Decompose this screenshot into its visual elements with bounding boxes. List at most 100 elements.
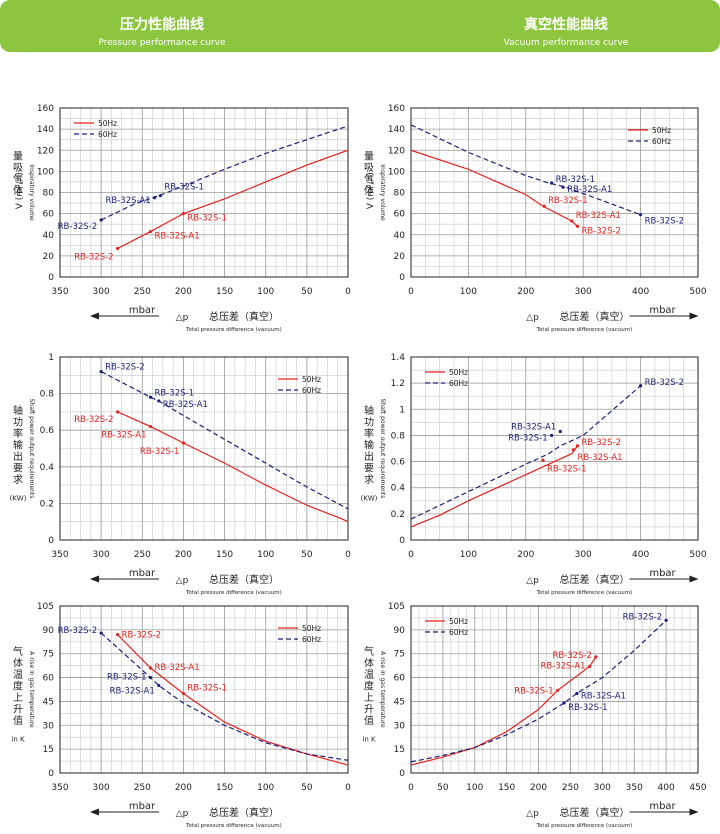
x-axis-direction-arrow: mbar: [90, 801, 159, 816]
model-label: RB-32S-A1: [110, 687, 155, 697]
x-tick-label: 400: [658, 783, 675, 793]
data-point-marker: [157, 683, 161, 688]
data-point-marker: [562, 701, 566, 705]
data-point-marker: [148, 424, 153, 429]
y-tick-label: 160: [37, 104, 54, 114]
data-point-marker: [542, 204, 546, 208]
x-tick-label: 400: [632, 287, 649, 297]
y-tick-label: 1: [48, 353, 54, 363]
y-axis-title-en: Inspiratory volume: [379, 164, 386, 221]
legend-label-60hz: 60Hz: [302, 635, 321, 644]
x-tick-label: 200: [530, 783, 547, 793]
y-axis-title-char: 体: [13, 185, 23, 197]
y-tick-label: 60: [394, 210, 406, 220]
x-tick-label: 500: [689, 550, 706, 560]
x-tick-label: 100: [257, 783, 274, 793]
data-point-marker: [148, 675, 153, 680]
y-tick-label: 15: [394, 745, 405, 755]
series-line-60Hz: [100, 632, 349, 761]
data-point-marker: [639, 213, 643, 217]
y-axis-title-char: 体: [364, 658, 374, 670]
y-tick-label: 100: [37, 167, 54, 177]
model-label: RB-32S-A1: [163, 400, 208, 410]
x-axis-title-en: Total pressure difference (vacuum): [536, 327, 633, 333]
x-tick-label: 300: [575, 287, 592, 297]
data-point-marker: [664, 618, 668, 622]
x-tick-label: 0: [345, 550, 351, 560]
y-tick-label: 0: [399, 273, 405, 283]
y-axis-title-char: 量: [13, 150, 23, 162]
delta-p-label: △p: [176, 809, 189, 819]
plot-frame: [59, 605, 349, 774]
x-tick-label: 50: [437, 783, 449, 793]
x-tick-label: 200: [517, 287, 534, 297]
x-tick-label: 50: [301, 550, 313, 560]
data-point-marker: [587, 664, 592, 669]
chart-vacuum-temp: 0 50 100 150 200 250 300 350 400 450 0 15 30 45 60 75 90…: [362, 602, 706, 829]
data-point-marker: [575, 691, 579, 696]
legend: 50Hz 60Hz: [74, 119, 117, 139]
legend-label-50hz: 50Hz: [98, 119, 117, 128]
model-label: RB-32S-1: [187, 214, 227, 224]
arrow-head: [90, 312, 99, 320]
model-label: RB-32S-A1: [576, 211, 621, 221]
x-tick-label: 100: [257, 550, 274, 560]
y-axis-title-char: 功: [364, 417, 374, 429]
legend-label-60hz: 60Hz: [98, 130, 117, 139]
model-label: RB-32S-2: [645, 217, 685, 227]
data-point-marker: [561, 185, 565, 189]
y-tick-label: 0.4: [391, 484, 406, 494]
x-tick-label: 0: [408, 783, 414, 793]
mbar-label: mbar: [129, 801, 156, 812]
y-axis-title-en: Shaft power output requirements: [379, 399, 386, 499]
y-axis-title-char: 率: [13, 427, 23, 440]
y-axis-title-en: A rise in gas temperature: [28, 651, 35, 728]
arrow-head: [90, 575, 99, 583]
delta-p-label: △p: [526, 809, 539, 819]
x-tick-label: 250: [562, 783, 579, 793]
y-axis-title-char: 体: [364, 185, 374, 197]
data-point-marker: [556, 688, 560, 692]
x-tick-label: 250: [134, 287, 151, 297]
model-label: RB-32S-1: [140, 447, 180, 457]
y-axis-title-char: 温: [13, 669, 23, 681]
y-axis-title-char: 气: [364, 172, 374, 185]
chart-vacuum-volume: 0 100 200 300 400 500 0 20 40 60 80 100 120 140 160 量吸气…: [364, 104, 707, 333]
x-axis-title-en: Total pressure difference (vacuum): [185, 590, 282, 596]
y-tick-label: 30: [394, 721, 406, 731]
y-tick-label: 0.6: [40, 426, 55, 436]
data-point-marker: [550, 181, 554, 185]
series-line-60Hz: [410, 619, 667, 763]
legend-label-50hz: 50Hz: [302, 375, 321, 384]
y-tick-label: 105: [37, 602, 54, 612]
data-point-marker: [181, 691, 186, 696]
model-label: RB-32S-A1: [540, 661, 585, 671]
x-tick-label: 150: [216, 783, 233, 793]
x-axis-title-en: Total pressure difference (vacuum): [536, 823, 633, 829]
plot-frame: [59, 356, 349, 541]
y-tick-label: 0.6: [391, 458, 406, 468]
y-tick-label: 0.8: [40, 390, 55, 400]
mbar-label: mbar: [649, 305, 676, 316]
x-axis-title-en: Total pressure difference (vacuum): [185, 823, 282, 829]
legend: 50Hz 60Hz: [425, 617, 468, 637]
x-tick-label: 100: [257, 287, 274, 297]
arrow-head: [689, 312, 699, 320]
model-label: RB-32S-2: [645, 378, 685, 388]
y-tick-label: 140: [388, 125, 405, 135]
y-axis-title-char: 上: [13, 692, 23, 704]
legend: 50Hz 60Hz: [278, 624, 321, 644]
x-axis-direction-arrow-right: mbar: [629, 568, 699, 583]
data-point-marker: [148, 666, 153, 670]
model-label: RB-32S-1: [548, 196, 588, 206]
y-axis-unit: V (m³/h): [366, 172, 376, 209]
model-label: RB-32S-A1: [511, 423, 556, 433]
data-point-marker: [99, 218, 103, 222]
y-tick-label: 45: [394, 697, 405, 707]
mbar-label: mbar: [129, 568, 156, 579]
x-tick-label: 200: [175, 550, 192, 560]
data-point-marker: [594, 655, 598, 659]
model-label: RB-32S-1: [107, 673, 147, 683]
x-tick-label: 150: [216, 287, 233, 297]
